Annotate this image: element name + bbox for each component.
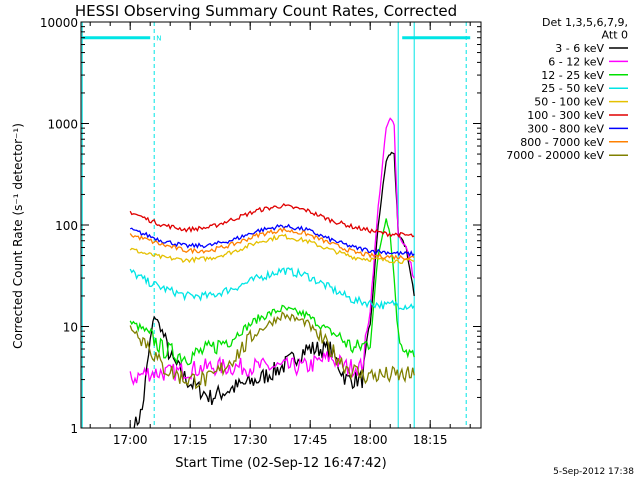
series-line [129, 226, 415, 261]
x-axis-label: Start Time (02-Sep-12 16:47:42) [175, 456, 386, 471]
y-tick-label: 10 [63, 321, 78, 335]
annotation-label: N [156, 35, 161, 43]
x-tick-label: 18:00 [353, 433, 388, 447]
y-tick-label: 1000 [47, 118, 78, 132]
y-tick-label: 100 [55, 219, 78, 233]
series-line [129, 203, 415, 239]
timestamp: 5-Sep-2012 17:38 [553, 467, 634, 477]
legend-entry: 100 - 300 keV [527, 109, 604, 122]
x-tick-label: 17:45 [293, 433, 328, 447]
legend-entry: 3 - 6 keV [555, 42, 604, 55]
series-line [129, 218, 415, 366]
legend-entry: 800 - 7000 keV [520, 136, 604, 149]
x-tick-label: 17:30 [233, 433, 268, 447]
legend-entry: 25 - 50 keV [541, 82, 604, 95]
series-line [129, 267, 415, 311]
legend-header: Att 0 [602, 29, 628, 42]
legend-entry: 12 - 25 keV [541, 69, 604, 82]
series-line [129, 117, 415, 387]
x-tick-label: 18:15 [413, 433, 448, 447]
y-tick-label: 1 [70, 422, 78, 436]
series-line [129, 311, 415, 390]
series-line [129, 223, 415, 257]
y-tick-label: 10000 [40, 16, 78, 30]
chart-title: HESSI Observing Summary Count Rates, Cor… [75, 2, 457, 20]
x-tick-label: 17:00 [113, 433, 148, 447]
series-line [129, 233, 415, 264]
axes: 17:00 17:15 17:30 17:45 18:00 18:15 1 10 100 1000… [40, 16, 481, 447]
plot-area: N [81, 22, 471, 429]
y-axis-label: Corrected Count Rate (s⁻¹ detector⁻¹) [11, 123, 25, 349]
legend-entry: 7000 - 20000 keV [506, 149, 604, 162]
legend-entry: 300 - 800 keV [527, 122, 604, 135]
legend-entry: 6 - 12 keV [548, 55, 604, 68]
series-line [133, 151, 415, 429]
legend-entry: 50 - 100 keV [534, 96, 604, 109]
x-tick-label: 17:15 [173, 433, 208, 447]
legend-header: Det 1,3,5,6,7,9, [542, 16, 628, 29]
